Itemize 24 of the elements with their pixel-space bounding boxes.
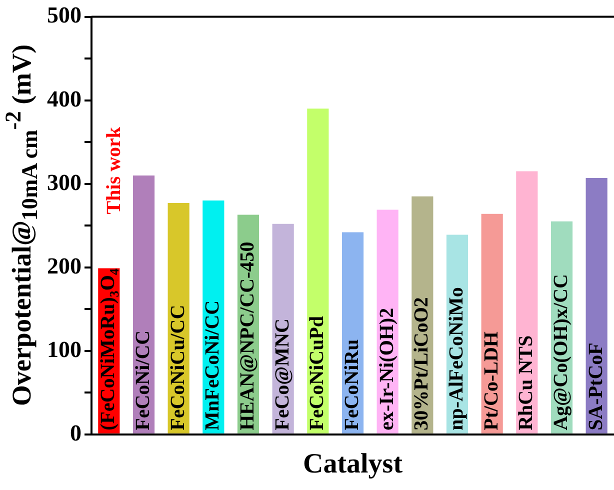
annotation: This work [103,126,126,214]
x-tick-label: RhCu NTS [515,335,538,430]
x-tick-label: FeCoNi/CC [132,330,154,430]
x-tick-label: Ag@Co(OH)x/CC [550,274,572,430]
x-axis-title: Catalyst [302,448,404,480]
y-tick-label: 400 [47,86,82,112]
x-tick-label: FeCo@MNC [271,318,294,430]
x-tick-label: HEAN@NPC/CC-450 [236,242,258,430]
x-tick-label: FeCoNiCuPd [306,316,328,430]
x-tick-label: np-AlFeCoNiMo [445,287,468,430]
x-tick-label: 30%Pt/LiCoO2 [410,297,433,430]
x-tick-label: Pt/Co-LDH [480,331,502,430]
x-tick-label: FeCoNiCu/CC [166,304,189,430]
x-tick-label: FeCoNiRu [340,339,363,430]
y-tick-label: 100 [47,336,82,362]
y-tick-label: 0 [70,420,82,446]
bar [586,178,608,434]
y-tick-label: 200 [47,253,82,278]
x-tick-label: (FeCoNiMoRu)3O4 [97,268,122,430]
x-tick-label: ex-Ir-Ni(OH)2 [376,308,398,430]
y-tick-label: 500 [47,2,82,28]
x-tick-label: SA-PtCoF [584,342,607,430]
x-tick-label: MnFeCoNi/CC [202,300,224,430]
y-tick-label: 300 [47,170,82,195]
